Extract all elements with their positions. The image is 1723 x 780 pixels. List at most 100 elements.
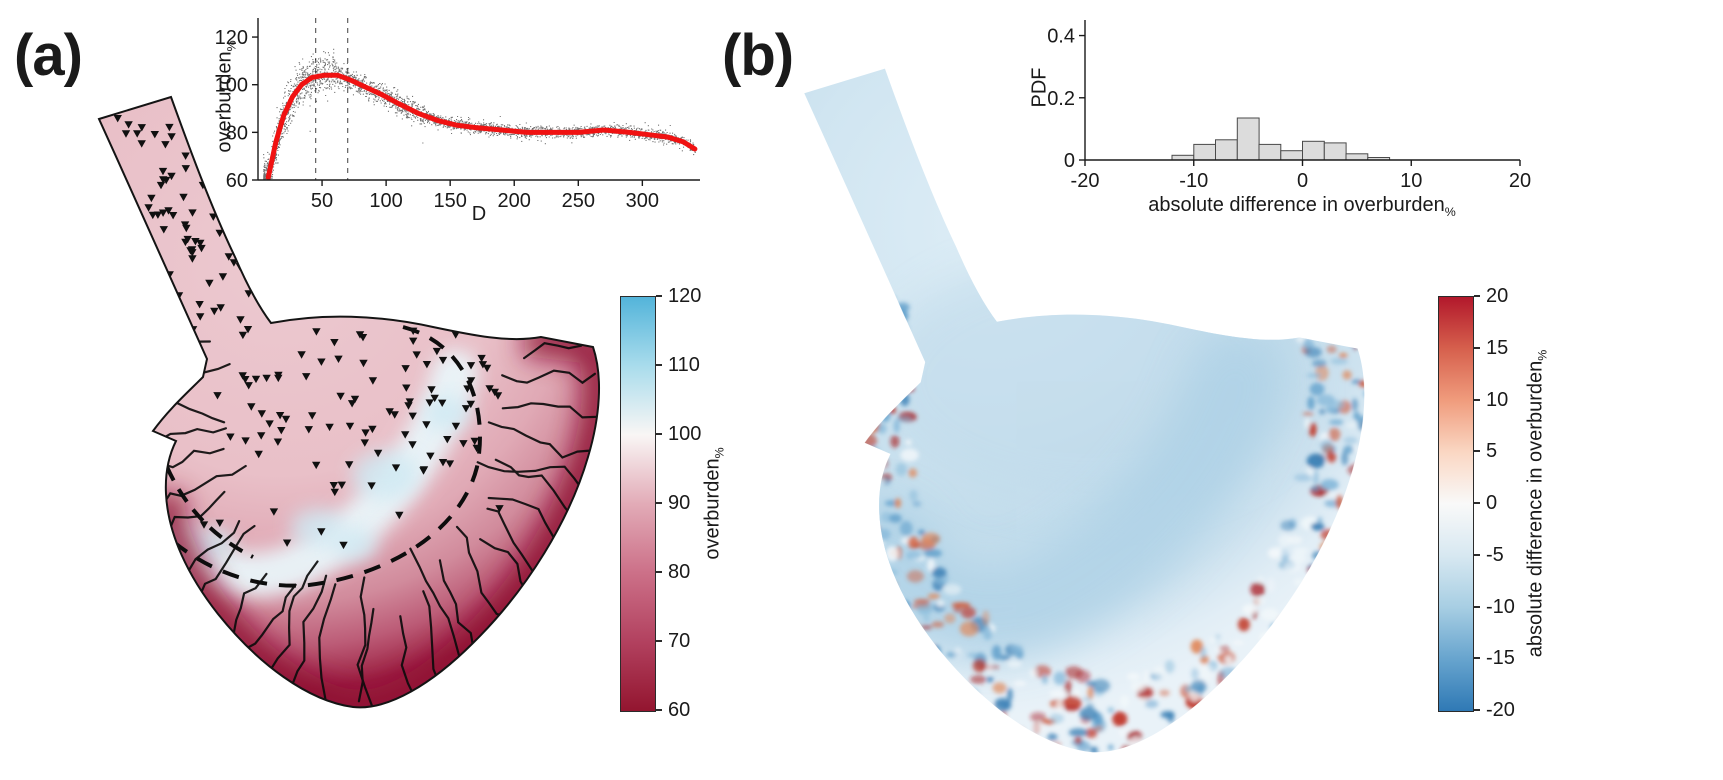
triangle-marker-icon <box>438 459 448 467</box>
triangle-marker-icon <box>168 212 178 220</box>
triangle-marker-icon <box>336 392 345 401</box>
triangle-marker-icon <box>408 412 417 420</box>
colorbar-tick <box>656 640 662 642</box>
triangle-marker-icon <box>158 209 168 217</box>
triangle-marker-icon <box>226 433 235 441</box>
y-tick-label: 60 <box>226 170 248 192</box>
colorbar-tick-label: 10 <box>1486 388 1509 411</box>
triangle-marker-icon <box>133 130 142 138</box>
scatter-ylabel-subscript: % <box>224 40 239 52</box>
triangle-marker-icon <box>137 140 146 148</box>
triangle-marker-icon <box>213 392 222 400</box>
triangle-marker-icon <box>426 452 435 460</box>
negative-difference-band <box>837 332 1285 660</box>
triangle-marker-icon <box>493 392 503 400</box>
triangle-marker-icon <box>262 374 271 383</box>
triangle-marker-icon <box>243 326 253 334</box>
histogram-bar <box>1236 117 1260 161</box>
triangle-marker-icon <box>408 441 417 449</box>
colorbar-tick-label: -15 <box>1486 647 1515 670</box>
histogram-xlabel-text: absolute difference in overburden <box>1148 194 1445 216</box>
triangle-marker-icon <box>302 373 311 381</box>
colorbar-tick-label: 5 <box>1486 440 1498 463</box>
colorbar-tick <box>1474 657 1480 660</box>
x-tick-label: 20 <box>1509 170 1531 192</box>
scatter-y-axis-label: overburden% <box>214 10 239 184</box>
triangle-marker-icon <box>443 436 452 444</box>
triangle-marker-icon <box>345 422 355 431</box>
triangle-marker-icon <box>137 124 146 132</box>
triangle-marker-icon <box>257 410 266 418</box>
triangle-marker-icon <box>121 130 131 138</box>
triangle-marker-icon <box>402 384 411 392</box>
colorbar-overburden-label: overburden% <box>702 294 727 714</box>
triangle-marker-icon <box>470 437 479 446</box>
x-tick-label: 150 <box>433 190 466 212</box>
triangle-marker-icon <box>317 528 326 536</box>
triangle-marker-icon <box>385 408 394 416</box>
colorbar-tick <box>1474 553 1480 556</box>
triangle-marker-icon <box>257 432 266 440</box>
histogram-xlabel-subscript: % <box>1444 205 1456 219</box>
triangle-marker-icon <box>113 115 122 123</box>
high-overburden-band <box>158 350 478 599</box>
x-tick-label: 10 <box>1400 170 1422 192</box>
triangle-marker-icon <box>191 238 200 246</box>
dashed-boundary-line <box>173 325 482 588</box>
triangle-marker-icon <box>438 356 448 365</box>
histogram-bar <box>1258 143 1282 161</box>
triangle-marker-icon <box>161 141 170 149</box>
colorbar-tick <box>1474 295 1480 297</box>
triangle-marker-icon <box>167 133 176 141</box>
histogram-bar <box>1280 150 1304 161</box>
triangle-marker-icon <box>241 437 250 445</box>
colorbar-absolute-difference: absolute difference in overburden% 20 15 1… <box>1438 285 1648 721</box>
colorbar-tick-label: 120 <box>668 285 702 307</box>
colorbar-tick <box>1474 502 1480 504</box>
triangle-marker-icon <box>150 131 159 139</box>
panel-b-label: (b) <box>722 23 794 88</box>
triangle-marker-icon <box>215 229 224 238</box>
triangle-marker-icon <box>451 331 460 339</box>
light-blue-patch <box>332 529 378 561</box>
triangle-marker-icon <box>405 398 414 406</box>
triangle-marker-icon <box>395 511 404 520</box>
scatter-ylabel-text: overburden <box>213 51 236 153</box>
triangle-marker-icon <box>238 372 247 380</box>
triangle-marker-icon <box>216 304 225 312</box>
triangle-marker-icon <box>422 361 432 369</box>
triangle-marker-icon <box>241 376 250 384</box>
triangle-marker-icon <box>360 439 369 447</box>
triangle-marker-icon <box>274 374 283 383</box>
triangle-marker-icon <box>419 467 428 475</box>
x-tick-label: 100 <box>369 190 402 212</box>
colorbar-tick-label: 110 <box>668 354 700 376</box>
triangle-marker-icon <box>337 481 346 489</box>
triangle-marker-icon <box>167 172 176 181</box>
triangle-marker-icon <box>466 377 476 385</box>
triangle-marker-icon <box>162 176 171 185</box>
triangle-marker-icon <box>238 331 248 340</box>
colorbar-absolute-difference-label: absolute difference in overburden% <box>1525 284 1550 724</box>
colorbar-tick-label: 60 <box>668 699 691 721</box>
triangle-markers <box>113 115 504 550</box>
triangle-marker-icon <box>412 351 421 359</box>
triangle-marker-icon <box>422 421 431 429</box>
triangle-marker-icon <box>159 226 168 234</box>
triangle-marker-icon <box>472 444 481 453</box>
triangle-marker-icon <box>330 488 339 497</box>
colorbar-overburden-label-text: overburden <box>701 458 724 560</box>
colorbar-tick <box>1474 450 1480 453</box>
light-blue-patch <box>423 396 471 430</box>
map-overburden <box>97 95 600 709</box>
triangle-marker-icon <box>368 425 377 434</box>
triangle-marker-icon <box>197 244 206 253</box>
colorbar-tick-label: 15 <box>1486 336 1509 359</box>
scatter-plot-overburden-vs-D: 50 100 150 200 250 300 60 80 100 120 <box>215 18 700 212</box>
triangle-marker-icon <box>224 253 233 261</box>
x-tick-label: 300 <box>626 190 659 212</box>
triangle-marker-icon <box>477 354 486 363</box>
y-tick-label: 0 <box>1064 150 1075 172</box>
triangle-marker-icon <box>463 385 472 393</box>
x-tick-label: 250 <box>562 190 595 212</box>
